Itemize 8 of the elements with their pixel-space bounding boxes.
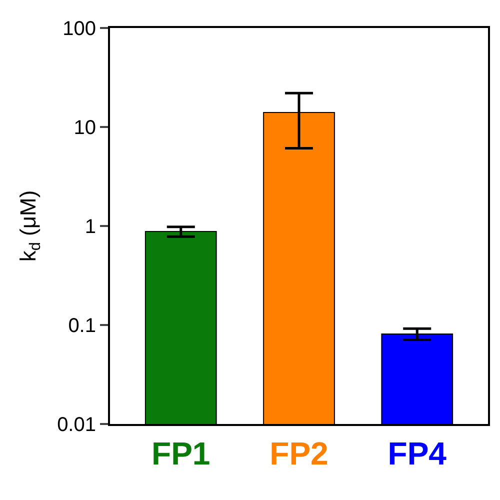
y-tick-label: 0.1: [68, 315, 96, 337]
x-tick-label: FP4: [388, 435, 447, 472]
y-tick-label: 10: [74, 117, 96, 139]
y-tick-label: 100: [62, 18, 96, 40]
y-tick-label: 1: [84, 216, 96, 238]
y-tick-label: 0.01: [57, 414, 96, 436]
x-tick-label: FP1: [152, 435, 210, 472]
x-tick-label: FP2: [270, 435, 328, 472]
